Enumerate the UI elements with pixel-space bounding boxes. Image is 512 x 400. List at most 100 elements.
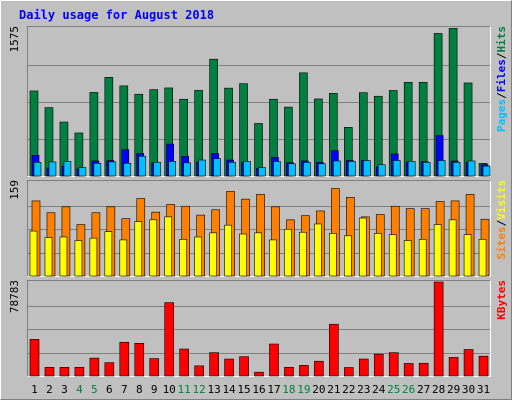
visits-bar xyxy=(463,234,472,277)
x-tick-label: 3 xyxy=(61,383,68,396)
pages-bar xyxy=(138,155,147,177)
y-max-label: 159 xyxy=(8,180,21,200)
pages-bar xyxy=(33,162,42,177)
legend: Sites/Visits xyxy=(495,180,508,260)
pages-bar xyxy=(392,160,401,177)
hits-bar xyxy=(299,72,308,177)
x-tick-label: 25 xyxy=(387,383,400,396)
visits-bar xyxy=(59,236,68,277)
pages-bar xyxy=(243,161,251,177)
pages-bar xyxy=(467,160,476,177)
pages-bar xyxy=(198,159,206,177)
hits-bar xyxy=(448,28,458,177)
pages-bar xyxy=(183,162,191,177)
kbytes-bar xyxy=(209,352,219,377)
x-tick-label: 22 xyxy=(342,383,355,396)
visits-bar xyxy=(119,239,128,277)
legend-entry: Pages xyxy=(495,99,508,132)
kbytes-bar xyxy=(44,367,55,377)
x-tick-label: 15 xyxy=(237,383,250,396)
legend: Pages/Files/Hits xyxy=(495,26,508,132)
x-tick-label: 20 xyxy=(312,383,325,396)
pages-bar xyxy=(258,167,266,177)
x-tick-label: 28 xyxy=(432,383,445,396)
pages-bar xyxy=(213,158,221,177)
kbytes-bar xyxy=(478,355,489,377)
kbytes-bar xyxy=(89,357,100,377)
visits-bar xyxy=(403,240,412,277)
visits-bar xyxy=(149,219,158,277)
x-tick-label: 29 xyxy=(447,383,460,396)
pages-bar xyxy=(288,163,296,177)
visits-bar xyxy=(224,224,232,277)
pages-bar xyxy=(452,162,461,177)
pages-bar xyxy=(228,162,236,177)
kbytes-bar xyxy=(358,358,369,377)
x-tick-label: 9 xyxy=(151,383,158,396)
legend-entry: Visits xyxy=(495,180,508,220)
kbytes-bar xyxy=(448,357,459,377)
pages-bar xyxy=(93,163,102,177)
pages-bar xyxy=(48,161,57,177)
pages-bar xyxy=(123,163,132,177)
legend-separator: / xyxy=(495,92,508,99)
kbytes-bar xyxy=(314,360,324,377)
pages-bar xyxy=(437,160,446,177)
x-tick-label: 10 xyxy=(163,383,176,396)
visits-bar xyxy=(74,240,83,277)
kbytes-bar xyxy=(284,366,294,377)
kbytes-bar xyxy=(164,302,175,377)
kbytes-bar xyxy=(119,341,130,377)
kbytes-bar xyxy=(418,362,429,377)
pages-bar xyxy=(422,162,431,177)
kbytes-panel: 78783 KBytes xyxy=(8,280,508,377)
x-tick-label: 12 xyxy=(193,383,206,396)
kbytes-bar xyxy=(254,371,264,377)
visits-bar xyxy=(314,223,322,277)
visits-bar xyxy=(358,217,367,277)
pages-bar xyxy=(303,162,311,177)
x-tick-label: 27 xyxy=(417,383,430,396)
kbytes-bar xyxy=(269,343,279,377)
x-tick-label: 21 xyxy=(327,383,340,396)
x-axis-labels: 1 2 3 4 5 6 7 8 9 10 11 12 13 14 15 16 17 18 19 20 21 22 23 24 2… xyxy=(31,383,490,396)
plot-inset-shadow xyxy=(27,280,491,377)
visits-bar xyxy=(373,233,382,277)
kbytes-bar xyxy=(463,349,474,377)
x-tick-label: 26 xyxy=(402,383,415,396)
y-max-label: 78783 xyxy=(8,280,21,313)
x-tick-label: 24 xyxy=(372,383,386,396)
x-tick-label: 7 xyxy=(121,383,128,396)
kbytes-bar xyxy=(373,353,384,377)
visits-bar xyxy=(269,239,277,277)
pages-bar xyxy=(362,160,371,177)
visits-bar xyxy=(448,219,457,277)
x-tick-label: 14 xyxy=(222,383,236,396)
visits-bar xyxy=(418,239,427,277)
kbytes-bar xyxy=(104,362,115,377)
visits-bar xyxy=(433,224,442,277)
legend-entry: KBytes xyxy=(495,280,508,320)
legend-separator: / xyxy=(495,219,508,226)
x-tick-label: 5 xyxy=(91,383,98,396)
pages-bar xyxy=(318,163,326,177)
kbytes-bar xyxy=(59,367,70,377)
legend-entry: Files xyxy=(495,59,508,92)
pages-bar xyxy=(168,161,177,177)
pages-bar xyxy=(333,160,341,177)
x-tick-label: 31 xyxy=(477,383,490,396)
plot-inset-shadow xyxy=(27,180,491,277)
kbytes-bar xyxy=(224,358,234,377)
x-tick-label: 8 xyxy=(136,383,143,396)
pages-bar xyxy=(482,165,491,177)
x-tick-label: 30 xyxy=(462,383,475,396)
visits-bar xyxy=(104,231,113,277)
kbytes-bar xyxy=(29,339,40,377)
visits-bar xyxy=(478,239,487,277)
x-tick-label: 18 xyxy=(282,383,295,396)
visits-bar xyxy=(44,237,53,277)
pages-bar xyxy=(153,162,162,177)
visits-bar xyxy=(134,221,143,277)
legend-entry: Sites xyxy=(495,226,508,259)
